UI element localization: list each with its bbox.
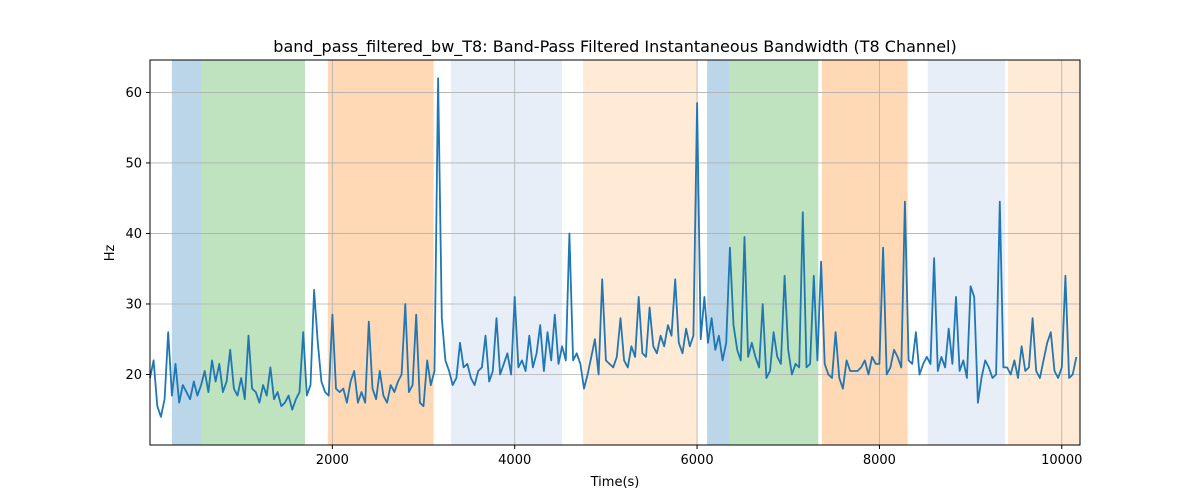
- series-line: [149, 77, 1078, 418]
- x-tick-label: 8000: [863, 453, 896, 468]
- y-axis-ticks: 20 30 40 50 60: [125, 86, 150, 383]
- y-tick-label: 40: [125, 227, 142, 242]
- y-tick-label: 50: [125, 156, 142, 171]
- y-tick-label: 30: [125, 297, 142, 312]
- x-tick-label: 2000: [316, 453, 349, 468]
- y-tick-label: 20: [125, 368, 142, 383]
- highlight-band-2: [201, 60, 305, 445]
- x-tick-label: 4000: [498, 453, 531, 468]
- chart-title: band_pass_filtered_bw_T8: Band-Pass Filt…: [273, 37, 956, 57]
- highlight-band-7: [728, 60, 819, 445]
- highlight-band-4: [450, 60, 563, 445]
- x-tick-label: 10000: [1041, 453, 1082, 468]
- highlight-band-3: [327, 60, 434, 445]
- highlight-band-10: [1007, 60, 1080, 445]
- gridlines: [150, 60, 1080, 445]
- x-axis-ticks: 2000 4000 6000 8000 10000: [316, 445, 1082, 468]
- y-tick-label: 60: [125, 86, 142, 101]
- x-axis-label: Time(s): [590, 475, 640, 490]
- y-axis-label: Hz: [103, 245, 118, 262]
- highlight-band-6: [707, 60, 729, 445]
- highlight-band-9: [927, 60, 1006, 445]
- highlight-bands: [171, 60, 1080, 445]
- highlight-band-5: [583, 60, 698, 445]
- plot-frame: [149, 59, 1081, 446]
- highlight-band-1: [171, 60, 202, 445]
- highlight-band-8: [821, 60, 908, 445]
- x-tick-label: 6000: [681, 453, 714, 468]
